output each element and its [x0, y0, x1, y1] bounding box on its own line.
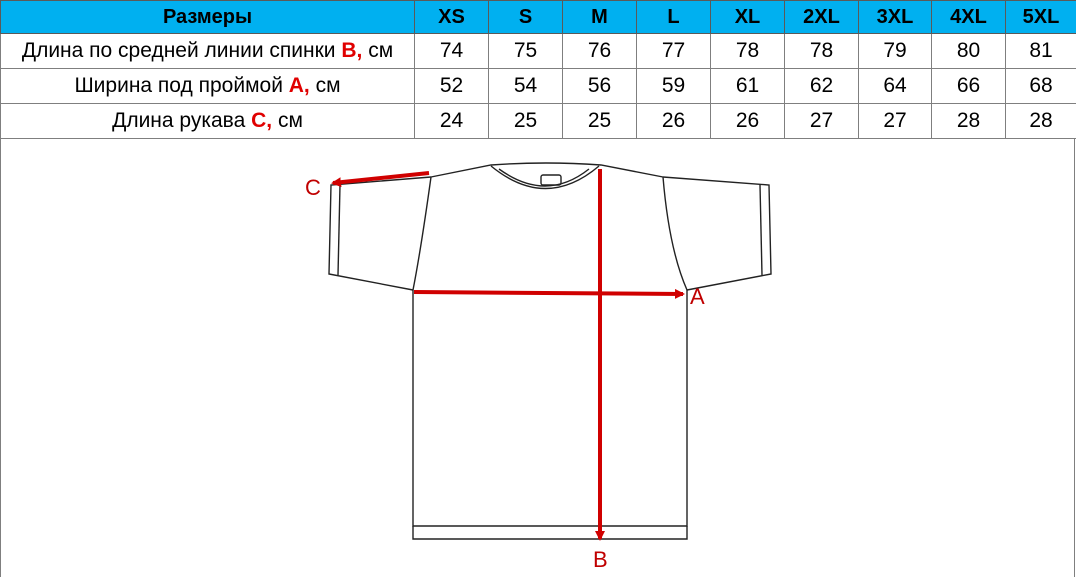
- table-cell: 56: [562, 68, 637, 104]
- table-row-back-length: Длина по средней линии спинки B, см 74 7…: [0, 33, 1076, 69]
- table-cell: 61: [710, 68, 785, 104]
- tshirt-right-cuff: [759, 184, 763, 276]
- row-label: Длина по средней линии спинки B, см: [0, 33, 415, 69]
- table-cell: 52: [414, 68, 489, 104]
- size-header-xl: XL: [710, 0, 785, 34]
- size-chart-table: Размеры XS S M L XL 2XL 3XL 4XL 5XL Длин…: [0, 0, 1076, 139]
- tshirt-shoulders: [430, 162, 664, 178]
- sleeve-length-arrow: [331, 171, 430, 188]
- table-cell: 77: [636, 33, 711, 69]
- tshirt-collar-inner: [490, 165, 600, 190]
- tshirt-hem: [412, 526, 688, 540]
- table-cell: 25: [562, 103, 637, 139]
- table-cell: 28: [1005, 103, 1076, 139]
- table-cell: 78: [784, 33, 859, 69]
- table-cell: 81: [1005, 33, 1076, 69]
- table-cell: 66: [931, 68, 1006, 104]
- table-cell: 26: [636, 103, 711, 139]
- tshirt-left-cuff: [337, 184, 341, 276]
- table-cell: 78: [710, 33, 785, 69]
- header-label: Размеры: [0, 0, 415, 34]
- table-cell: 59: [636, 68, 711, 104]
- tshirt-left-sleeve: [328, 176, 432, 291]
- tshirt-body: [412, 290, 688, 527]
- table-cell: 64: [858, 68, 932, 104]
- size-header-2xl: 2XL: [784, 0, 859, 34]
- row-label: Ширина под проймой A, см: [0, 68, 415, 104]
- tshirt-measurement-diagram: C A B: [305, 162, 772, 572]
- table-cell: 25: [488, 103, 563, 139]
- size-header-xs: XS: [414, 0, 489, 34]
- tshirt-right-sleeve: [662, 176, 772, 291]
- chest-width-arrow: [413, 288, 685, 299]
- size-header-5xl: 5XL: [1005, 0, 1076, 34]
- size-header-m: M: [562, 0, 637, 34]
- tshirt-label-tag: [540, 174, 562, 186]
- size-header-l: L: [636, 0, 711, 34]
- row-label: Длина рукава C, см: [0, 103, 415, 139]
- table-cell: 68: [1005, 68, 1076, 104]
- size-header-3xl: 3XL: [858, 0, 932, 34]
- tshirt-right-armhole: [662, 176, 688, 291]
- table-cell: 24: [414, 103, 489, 139]
- table-cell: 27: [784, 103, 859, 139]
- table-cell: 80: [931, 33, 1006, 69]
- table-cell: 28: [931, 103, 1006, 139]
- diagram-label-a: A: [690, 284, 705, 309]
- tshirt-diagram-area: C A B: [0, 139, 1075, 577]
- header-row: Размеры XS S M L XL 2XL 3XL 4XL 5XL: [0, 0, 1076, 34]
- table-cell: 27: [858, 103, 932, 139]
- table-cell: 62: [784, 68, 859, 104]
- tshirt-left-armhole: [412, 176, 432, 291]
- table-cell: 76: [562, 33, 637, 69]
- tshirt-outline: [328, 162, 772, 540]
- table-cell: 74: [414, 33, 489, 69]
- table-cell: 26: [710, 103, 785, 139]
- table-cell: 79: [858, 33, 932, 69]
- size-header-4xl: 4XL: [931, 0, 1006, 34]
- tshirt-collar-outer: [498, 168, 590, 187]
- diagram-label-b: B: [593, 547, 608, 572]
- table-row-chest-width: Ширина под проймой A, см 52 54 56 59 61 …: [0, 68, 1076, 104]
- table-cell: 54: [488, 68, 563, 104]
- table-cell: 75: [488, 33, 563, 69]
- diagram-label-c: C: [305, 175, 321, 200]
- table-row-sleeve-length: Длина рукава C, см 24 25 25 26 26 27 27 …: [0, 103, 1076, 139]
- size-header-s: S: [488, 0, 563, 34]
